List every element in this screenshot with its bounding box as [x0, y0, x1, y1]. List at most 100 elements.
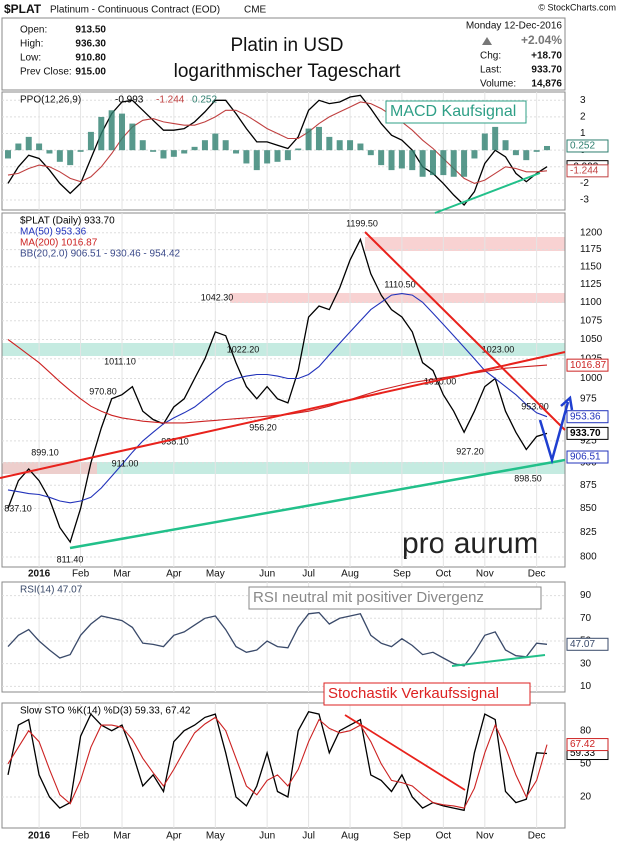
value-tag-label: 47.07 [570, 639, 595, 650]
value-tag-label: 953.36 [570, 411, 601, 422]
histogram-bar [429, 150, 436, 176]
resistance-zone [2, 462, 97, 474]
value-tag [566, 450, 609, 464]
histogram-bar [25, 136, 32, 151]
legend-entry: MA(50) 953.36 [20, 227, 87, 238]
value-tag-label: 906.51 [570, 452, 601, 463]
histogram-bar [512, 150, 519, 156]
panel-frame [1, 91, 566, 211]
source: © StockCharts.com [538, 2, 616, 12]
histogram-bar [388, 150, 395, 171]
y-tick-label: 1 [580, 128, 586, 139]
value-tag-label: 0.252 [570, 141, 595, 152]
histogram-bar [367, 150, 374, 156]
trend-line [69, 458, 566, 550]
histogram-bar [440, 150, 447, 176]
trend-line [451, 654, 546, 667]
price-annotation: 956.20 [249, 422, 277, 432]
value-tag [566, 164, 609, 178]
support-zone [2, 343, 565, 356]
y-tick-label: 1000 [580, 373, 603, 384]
histogram-bar [46, 150, 53, 154]
histogram-bar [243, 150, 250, 164]
x-tick-label: May [206, 831, 225, 842]
trend-line [344, 714, 466, 791]
value-tag-label: -1.244 [570, 165, 599, 176]
histogram-bar [264, 150, 271, 164]
histogram-bar [357, 143, 364, 151]
price-annotation: 1022.20 [227, 344, 260, 354]
y-tick-label: 3 [580, 95, 586, 106]
y-tick-label: 1125 [580, 279, 602, 290]
stat-label: Last: [480, 65, 502, 76]
stat-label: Low: [20, 53, 41, 64]
x-tick-label: Oct [436, 831, 452, 842]
value-tag [566, 410, 609, 424]
x-tick-label: Apr [166, 569, 182, 580]
stat-label: Volume: [480, 79, 516, 90]
y-tick-label: 875 [580, 480, 597, 491]
y-tick-label: 30 [580, 658, 592, 669]
legend-entry: BB(20,2.0) 906.51 - 930.46 - 954.42 [20, 249, 181, 260]
histogram-bar [87, 131, 94, 151]
y-tick-label: 1200 [580, 227, 603, 238]
y-tick-label: 70 [580, 613, 592, 624]
value-tag [566, 426, 609, 440]
histogram-bar [347, 140, 354, 151]
price-annotation: 911.00 [112, 458, 139, 468]
x-tick-label: Mar [113, 569, 131, 580]
x-tick-label: Jul [302, 831, 315, 842]
stat-value: 913.50 [75, 25, 106, 36]
y-tick-label: 1150 [580, 261, 602, 272]
value-tag-label: 59.33 [570, 748, 595, 759]
price-annotation: 898.50 [514, 473, 542, 483]
value-tag [566, 637, 609, 651]
histogram-bar [119, 113, 126, 151]
histogram-bar [5, 150, 11, 159]
histogram-bar [98, 116, 105, 151]
value-tag [566, 358, 609, 372]
histogram-bar [419, 150, 426, 177]
histogram-bar [450, 150, 457, 177]
series-line [7, 101, 548, 184]
stat-value: 910.80 [75, 53, 106, 64]
y-tick-label: 2 [580, 112, 586, 123]
y-tick-label: -3 [580, 195, 589, 206]
price-annotation: 1042.30 [201, 292, 234, 302]
histogram-bar [67, 150, 74, 166]
y-tick-label: 850 [580, 503, 597, 514]
x-tick-label: Nov [476, 569, 494, 580]
histogram-bar [326, 136, 333, 151]
y-tick-label: 50 [580, 758, 592, 769]
x-tick-label: Mar [113, 831, 131, 842]
legend-entry: MA(200) 1016.87 [20, 238, 98, 249]
x-tick-label: Dec [528, 831, 546, 842]
price-annotation: 1199.50 [346, 218, 378, 228]
histogram-bar [284, 150, 291, 161]
annotation: MACD Kaufsignal [390, 103, 516, 120]
x-tick-label: Dec [528, 569, 546, 580]
series-line [7, 716, 548, 809]
series-line [7, 94, 548, 206]
histogram-bar [170, 150, 177, 157]
y-tick-label: 800 [580, 552, 597, 563]
price-annotation: 1110.50 [384, 279, 415, 289]
legend-entry: -0.993 [115, 95, 144, 106]
price-annotation: 1023.00 [482, 344, 515, 354]
histogram-bar [253, 150, 260, 171]
x-tick-label: Apr [166, 831, 182, 842]
exchange: CME [244, 5, 267, 16]
legend-entry: Slow STO %K(14) %D(3) 59.33, 67.42 [20, 706, 191, 717]
histogram-bar [56, 150, 63, 162]
x-tick-label: May [206, 569, 225, 580]
y-tick-label: 825 [580, 527, 597, 538]
panel: 8008258508759009259509751000102510501075… [1, 212, 609, 568]
trend-line [434, 172, 541, 214]
x-tick-label: Aug [341, 831, 359, 842]
histogram-bar [523, 150, 530, 161]
stat-label: Prev Close: [20, 67, 72, 78]
panel: 20 50 80 Slow STO %K(14) %D(3) 59.33, 67.42… [1, 682, 609, 829]
annotation: RSI neutral mit positiver Divergenz [253, 589, 484, 606]
value-tag-label: 1016.87 [570, 360, 607, 371]
x-tick-label: Sep [393, 569, 411, 580]
